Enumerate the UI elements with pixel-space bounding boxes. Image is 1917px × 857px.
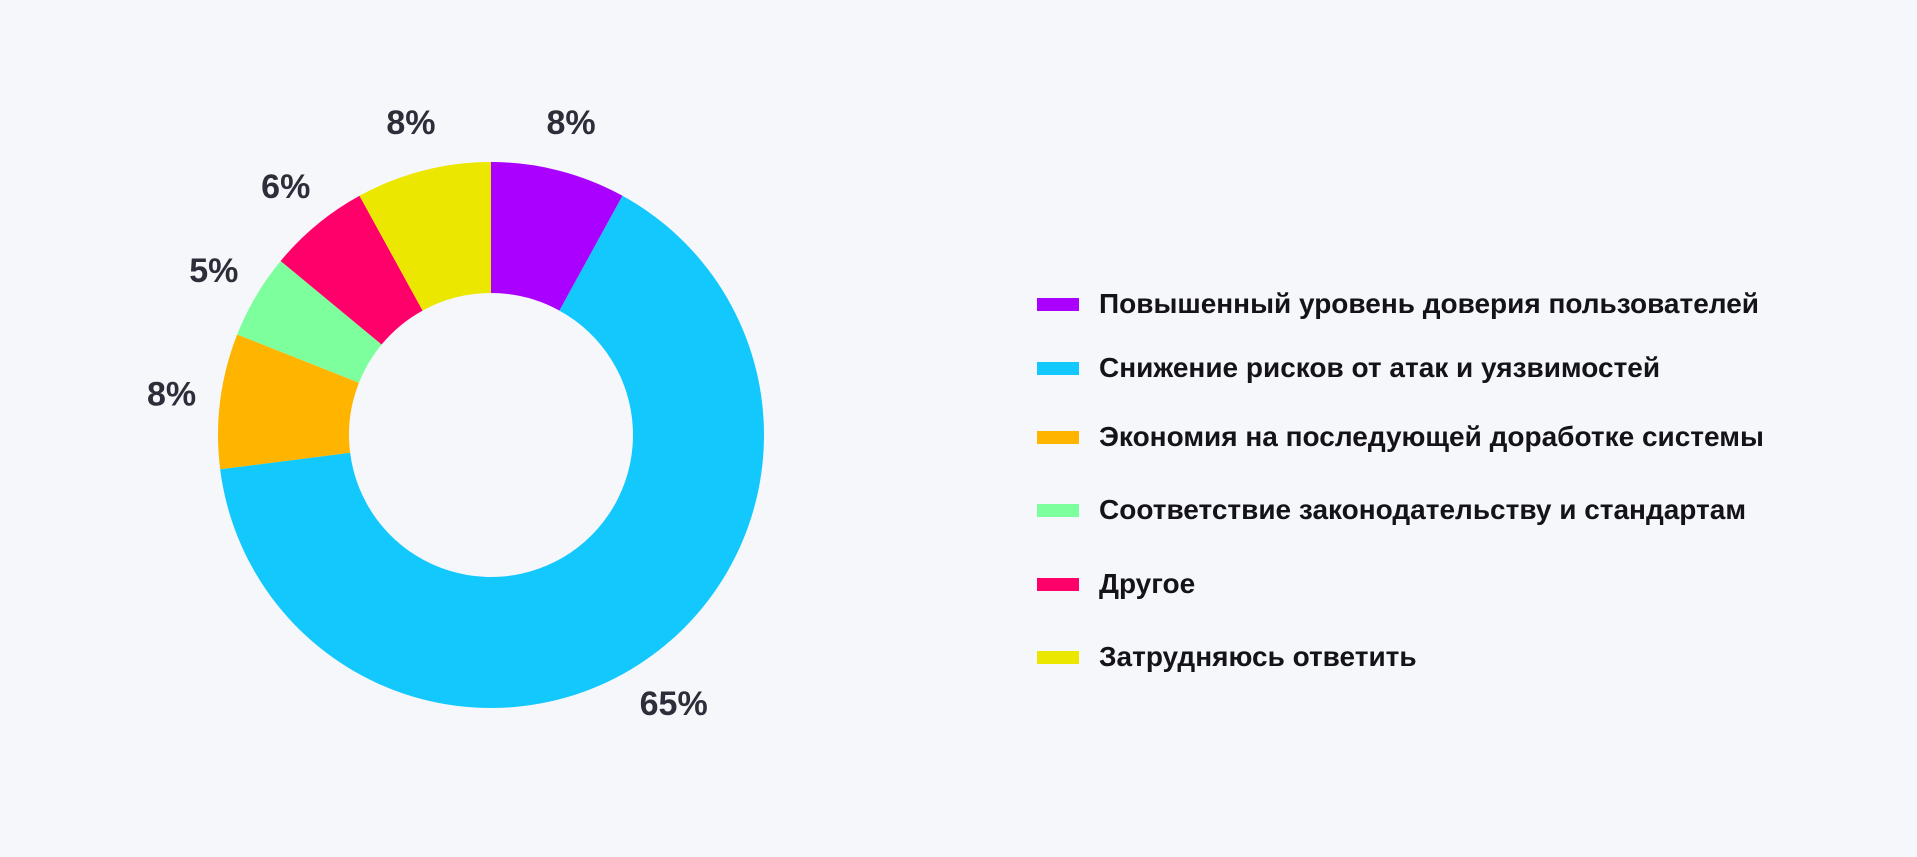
donut-slice — [237, 260, 382, 383]
donut-slice — [359, 162, 491, 311]
legend-label: Затрудняюсь ответить — [1099, 641, 1417, 672]
slice-value-label: 8% — [147, 376, 196, 414]
legend-label: Повышенный уровень доверия пользователей — [1099, 288, 1759, 319]
slice-value-label: 8% — [547, 104, 596, 142]
legend-item: Повышенный уровень доверия пользователей — [1037, 284, 1759, 324]
donut-slice — [220, 195, 764, 709]
legend-label: Другое — [1099, 568, 1196, 599]
legend-swatch — [1037, 650, 1079, 664]
donut-value-labels: 8% 65% 8% 5% 6% 8% — [147, 104, 708, 723]
donut-slice — [491, 162, 623, 311]
legend-swatch — [1037, 577, 1079, 591]
legend-label: Снижение рисков от атак и уязвимостей — [1099, 352, 1661, 383]
legend-item: Соответствие законодательству и стандарт… — [1037, 490, 1746, 530]
slice-value-label: 6% — [261, 168, 310, 206]
legend-swatch — [1037, 297, 1079, 311]
slice-value-label: 8% — [386, 104, 435, 142]
slice-value-label: 65% — [640, 685, 708, 723]
donut-slice — [280, 195, 423, 345]
legend-swatch — [1037, 430, 1079, 444]
donut-slices — [217, 162, 764, 709]
legend-item: Затрудняюсь ответить — [1037, 637, 1417, 677]
legend-label: Экономия на последующей доработке систем… — [1099, 421, 1764, 452]
legend-label: Соответствие законодательству и стандарт… — [1099, 494, 1747, 525]
legend-swatch — [1037, 503, 1079, 517]
legend-item: Другое — [1037, 564, 1195, 604]
donut-slice — [217, 334, 359, 470]
legend-item: Экономия на последующей доработке систем… — [1037, 417, 1764, 457]
legend-swatch — [1037, 361, 1079, 375]
legend-item: Снижение рисков от атак и уязвимостей — [1037, 348, 1660, 388]
slice-value-label: 5% — [189, 252, 238, 290]
